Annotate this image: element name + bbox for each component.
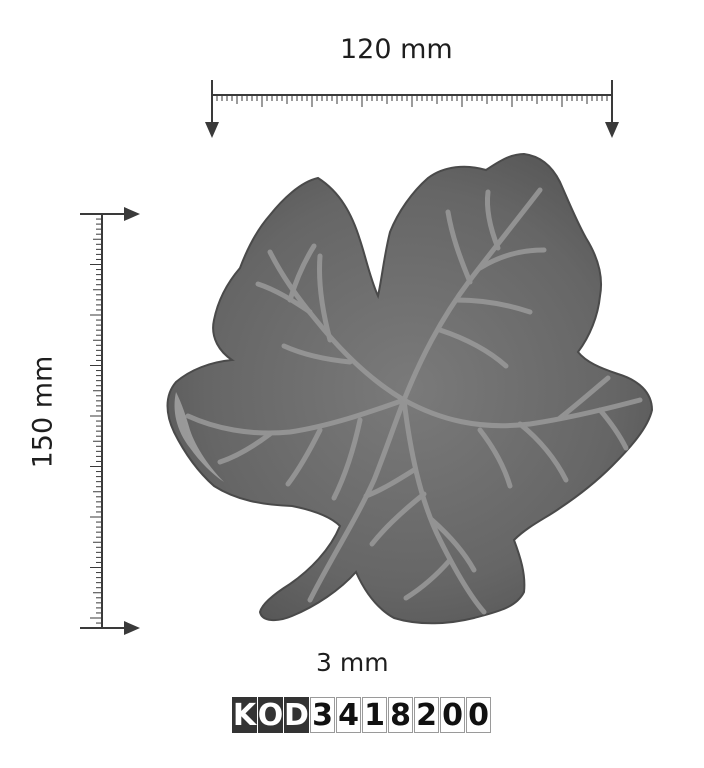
thickness-dimension-label: 3 mm [316, 648, 389, 677]
product-code: K O D 3 4 1 8 2 0 0 [232, 697, 492, 735]
code-digit: 3 [310, 697, 335, 733]
code-prefix-char: O [257, 697, 284, 733]
code-digit: 0 [440, 697, 465, 733]
code-prefix-char: K [232, 697, 257, 733]
grape-leaf-icon [166, 152, 654, 625]
arrow-right-icon [124, 621, 140, 635]
arrow-right-icon [124, 207, 140, 221]
code-prefix-char: D [284, 697, 309, 733]
horizontal-ruler-icon [205, 80, 619, 138]
vertical-ruler-icon [80, 207, 140, 635]
code-digit: 4 [336, 697, 361, 733]
code-digit: 8 [388, 697, 413, 733]
arrow-down-icon [205, 122, 219, 138]
code-digit: 0 [466, 697, 491, 733]
width-dimension-label: 120 mm [340, 34, 453, 65]
code-digit: 1 [362, 697, 387, 733]
arrow-down-icon [605, 122, 619, 138]
code-digit: 2 [414, 697, 439, 733]
